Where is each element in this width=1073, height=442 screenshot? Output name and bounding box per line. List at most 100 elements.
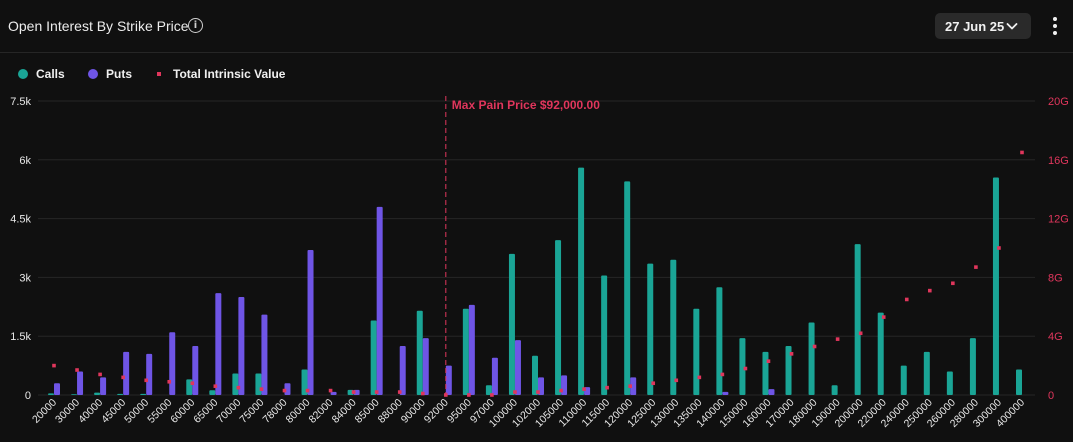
calls-bar xyxy=(94,392,101,395)
y-tick-label-right: 20G xyxy=(1048,96,1069,108)
y-tick-label-right: 4G xyxy=(1048,331,1063,343)
calls-bar xyxy=(992,177,999,395)
intrinsic-value-point xyxy=(397,390,402,394)
expiry-date-dropdown[interactable]: 27 Jun 25 xyxy=(935,13,1031,39)
x-tick-label: 78000 xyxy=(260,397,289,426)
y-tick-label-right: 12G xyxy=(1048,214,1069,226)
calls-bar xyxy=(255,373,262,395)
calls-bar xyxy=(232,373,239,395)
intrinsic-value-point xyxy=(559,388,563,393)
intrinsic-value-point xyxy=(997,246,1001,250)
intrinsic-value-point xyxy=(812,344,817,349)
puts-bar xyxy=(100,377,107,395)
intrinsic-value-point xyxy=(743,366,748,371)
calls-bar xyxy=(485,385,492,395)
calls-bar xyxy=(117,393,124,395)
intrinsic-value-point xyxy=(766,359,771,363)
intrinsic-value-point xyxy=(904,297,909,302)
y-tick-label-left: 1.5k xyxy=(10,331,31,343)
intrinsic-swatch xyxy=(157,72,161,76)
legend-label-puts: Puts xyxy=(106,67,133,81)
x-tick-label: 55000 xyxy=(145,397,174,426)
intrinsic-value-point xyxy=(697,375,702,380)
x-tick-label: 60000 xyxy=(168,397,197,426)
y-tick-label-left: 7.5k xyxy=(10,96,31,108)
intrinsic-value-point xyxy=(628,384,632,388)
chevron-down-icon xyxy=(1006,23,1018,30)
y-tick-label-right: 8G xyxy=(1048,272,1063,284)
calls-bar xyxy=(969,338,976,395)
x-tick-label: 65000 xyxy=(191,397,220,426)
page-title: Open Interest By Strike Price xyxy=(8,18,189,34)
y-tick-label-left: 4.5k xyxy=(10,214,31,226)
x-tick-label: 92000 xyxy=(422,397,451,426)
y-tick-label-left: 0 xyxy=(25,390,31,402)
intrinsic-value-point xyxy=(536,390,540,394)
intrinsic-value-point xyxy=(144,378,148,383)
intrinsic-value-point xyxy=(75,368,79,372)
calls-bar xyxy=(209,390,216,395)
x-tick-label: 88000 xyxy=(376,397,405,426)
calls-bar xyxy=(946,371,953,395)
puts-bar xyxy=(77,371,84,395)
calls-bar xyxy=(808,322,815,395)
x-tick-label: 82000 xyxy=(307,397,336,426)
calls-bar xyxy=(578,167,585,395)
calls-bar xyxy=(900,365,907,395)
intrinsic-value-point xyxy=(282,388,287,393)
intrinsic-value-point xyxy=(1020,150,1024,155)
calls-swatch xyxy=(18,69,28,79)
intrinsic-value-point xyxy=(674,378,679,383)
calls-bar xyxy=(854,244,861,395)
puts-bar xyxy=(376,206,383,395)
intrinsic-value-point xyxy=(167,379,172,384)
calls-bar xyxy=(831,385,838,395)
intrinsic-value-point xyxy=(951,281,955,286)
intrinsic-value-point xyxy=(490,393,494,397)
calls-bar xyxy=(508,253,515,395)
calls-bar xyxy=(370,320,377,395)
intrinsic-value-point xyxy=(420,391,425,396)
puts-bar xyxy=(238,297,245,395)
x-tick-label: 85000 xyxy=(353,397,382,426)
max-pain-label: Max Pain Price $92,000.00 xyxy=(452,98,600,112)
puts-bar xyxy=(192,346,199,395)
intrinsic-value-point xyxy=(651,381,656,386)
intrinsic-value-point xyxy=(858,331,863,336)
info-icon[interactable]: i xyxy=(188,18,203,33)
intrinsic-value-point xyxy=(720,372,725,377)
y-tick-label-right: 0 xyxy=(1048,390,1054,402)
puts-bar xyxy=(722,391,729,395)
y-tick-label-left: 6k xyxy=(19,155,31,167)
intrinsic-value-point xyxy=(467,393,471,397)
puts-bar xyxy=(215,293,222,395)
intrinsic-value-point xyxy=(236,385,241,390)
intrinsic-value-point xyxy=(835,337,840,341)
calls-bar xyxy=(762,351,769,395)
puts-bar xyxy=(307,249,314,395)
expiry-date-label: 27 Jun 25 xyxy=(945,19,1005,34)
puts-bar xyxy=(330,391,337,395)
intrinsic-value-point xyxy=(328,388,333,393)
calls-bar xyxy=(1016,369,1022,395)
calls-bar xyxy=(601,275,608,395)
intrinsic-value-point xyxy=(974,265,978,269)
x-tick-label: 20000 xyxy=(30,397,59,426)
y-tick-label-left: 3k xyxy=(19,272,31,284)
puts-bar xyxy=(146,353,153,395)
intrinsic-value-point xyxy=(305,388,310,393)
x-tick-label: 84000 xyxy=(330,397,359,426)
kebab-menu-icon[interactable] xyxy=(1049,15,1061,37)
x-tick-label: 30000 xyxy=(53,397,82,426)
puts-bar xyxy=(422,338,429,395)
calls-bar xyxy=(716,287,723,395)
calls-bar xyxy=(532,355,538,395)
calls-bar xyxy=(71,394,78,395)
calls-bar xyxy=(739,338,746,395)
calls-bar xyxy=(462,308,469,395)
x-tick-label: 95000 xyxy=(445,397,474,426)
puts-bar xyxy=(54,383,60,395)
calls-bar xyxy=(555,240,562,395)
intrinsic-value-point xyxy=(374,390,379,394)
